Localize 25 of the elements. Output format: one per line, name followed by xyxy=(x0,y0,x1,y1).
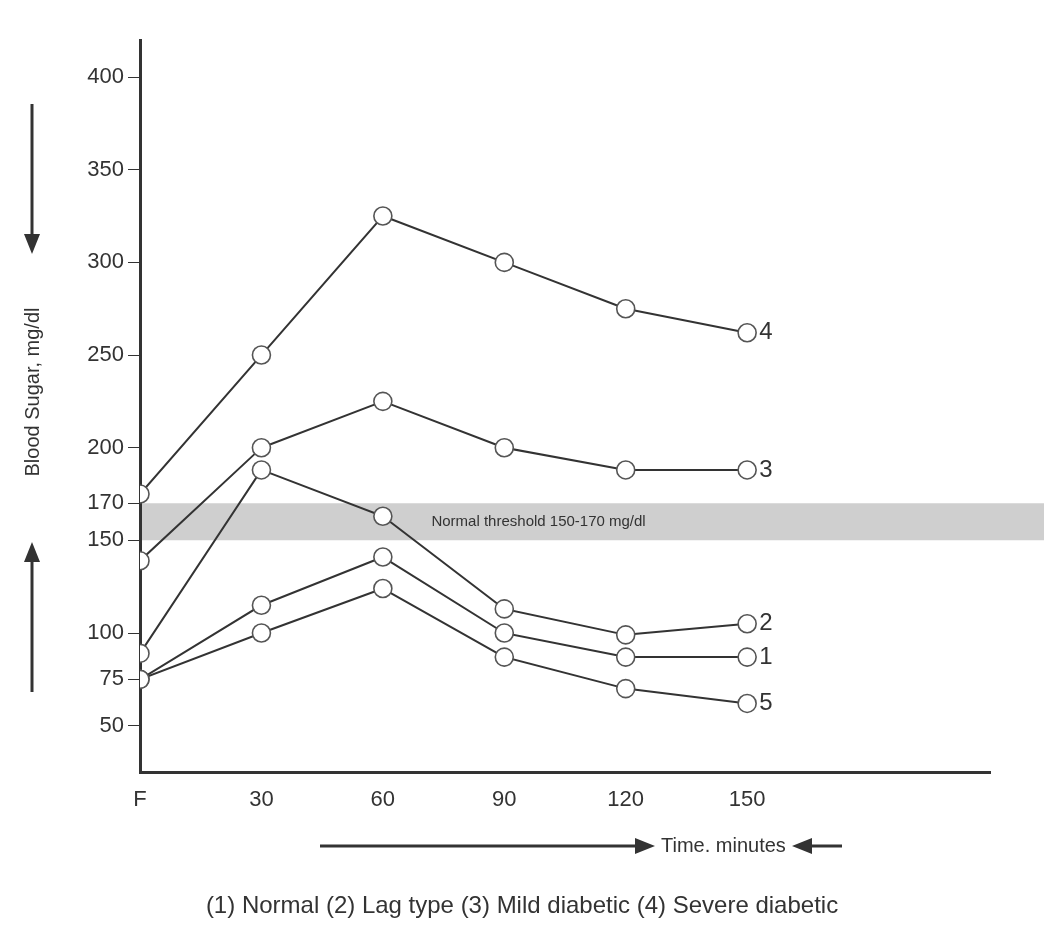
y-tick-label: 50 xyxy=(99,711,124,737)
y-tick-label: 150 xyxy=(87,526,124,552)
series-label: 2 xyxy=(759,608,773,636)
series-label: 3 xyxy=(759,454,773,482)
x-axis-title: Time. minutes xyxy=(661,833,786,857)
text: (1) Normal (2) Lag type (3) Mild diabetic (4) Severe diabetic xyxy=(205,891,839,919)
series-label: 4 xyxy=(759,317,773,345)
x-tick-label: F xyxy=(133,786,147,812)
series-label: 1 xyxy=(759,641,773,669)
x-tick-label: 60 xyxy=(370,786,396,812)
band-label: Normal threshold 150-170 mg/dl xyxy=(431,511,646,529)
y-axis-title: Blood Sugar, mg/dl xyxy=(20,307,44,477)
x-tick-label: 90 xyxy=(492,786,517,812)
y-tick-label: 400 xyxy=(87,63,124,89)
x-tick-label: 120 xyxy=(607,786,645,812)
y-tick-label: 250 xyxy=(87,341,124,367)
x-tick-label: 30 xyxy=(249,786,274,812)
y-tick-label: 75 xyxy=(99,665,124,691)
series-label: 5 xyxy=(759,688,773,716)
y-tick-label: 100 xyxy=(87,619,124,645)
y-tick-label: 350 xyxy=(87,155,124,181)
y-tick-label: 170 xyxy=(87,489,124,515)
x-tick-label: 150 xyxy=(728,786,766,812)
y-tick-label: 200 xyxy=(87,433,124,459)
y-tick-label: 300 xyxy=(87,248,124,274)
